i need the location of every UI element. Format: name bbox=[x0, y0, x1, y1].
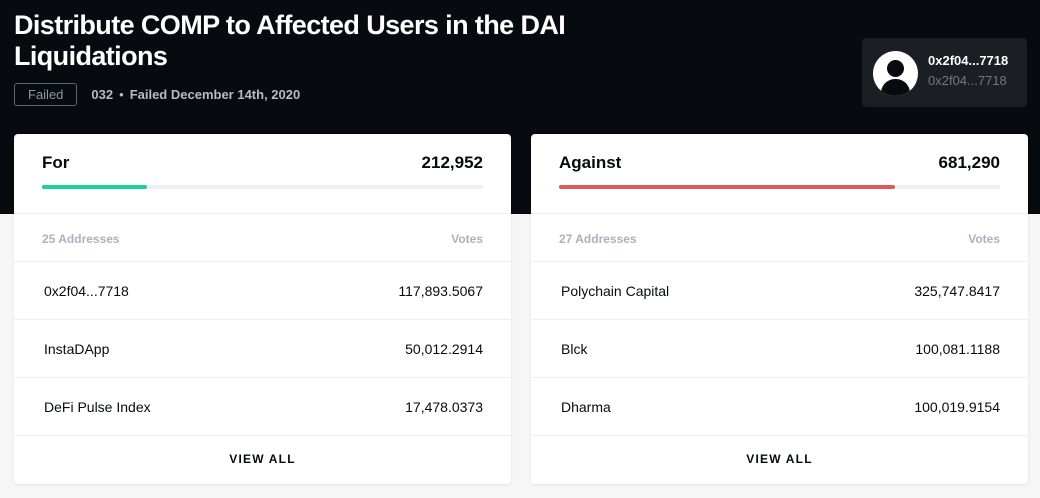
voter-votes: 100,019.9154 bbox=[914, 399, 1000, 415]
for-progress-fill bbox=[42, 185, 147, 189]
for-address-count: 25 Addresses bbox=[42, 232, 120, 246]
against-votes-header: Against 681,290 bbox=[531, 134, 1028, 213]
for-progress-track bbox=[42, 185, 483, 189]
voter-name: Dharma bbox=[561, 399, 611, 415]
voter-votes: 17,478.0373 bbox=[405, 399, 483, 415]
voter-votes: 50,012.2914 bbox=[405, 341, 483, 357]
user-avatar-icon bbox=[873, 51, 918, 96]
against-address-count: 27 Addresses bbox=[559, 232, 637, 246]
voter-name: Polychain Capital bbox=[561, 283, 670, 299]
proposer-address: 0x2f04...7718 bbox=[928, 73, 1007, 88]
against-total: 681,290 bbox=[938, 153, 1000, 172]
voter-name: 0x2f04...7718 bbox=[44, 283, 129, 299]
against-list-header: 27 Addresses Votes bbox=[531, 213, 1028, 262]
for-voter-row[interactable]: InstaDApp 50,012.2914 bbox=[14, 320, 511, 378]
against-progress-fill bbox=[559, 185, 896, 189]
status-badge: Failed bbox=[14, 83, 78, 106]
for-list-header: 25 Addresses Votes bbox=[14, 213, 511, 262]
against-progress-track bbox=[559, 185, 1000, 189]
proposer-card[interactable]: 0x2f04...7718 0x2f04...7718 bbox=[862, 38, 1027, 107]
against-voter-row[interactable]: Polychain Capital 325,747.8417 bbox=[531, 262, 1028, 320]
against-voter-row[interactable]: Dharma 100,019.9154 bbox=[531, 378, 1028, 436]
proposal-title: Distribute COMP to Affected Users in the… bbox=[14, 10, 566, 71]
against-votes-column-header: Votes bbox=[968, 232, 1000, 246]
voter-name: InstaDApp bbox=[44, 341, 110, 357]
against-label: Against bbox=[559, 153, 622, 172]
for-voter-row[interactable]: DeFi Pulse Index 17,478.0373 bbox=[14, 378, 511, 436]
for-voter-row[interactable]: 0x2f04...7718 117,893.5067 bbox=[14, 262, 511, 320]
against-votes-card: Against 681,290 27 Addresses Votes Polyc… bbox=[531, 134, 1028, 484]
against-view-all-button[interactable]: VIEW ALL bbox=[746, 452, 813, 466]
against-voter-row[interactable]: Blck 100,081.1188 bbox=[531, 320, 1028, 378]
meta-separator: • bbox=[119, 87, 124, 102]
proposal-meta: Failed 032 • Failed December 14th, 2020 bbox=[14, 83, 300, 106]
for-votes-column-header: Votes bbox=[451, 232, 483, 246]
for-total: 212,952 bbox=[421, 153, 483, 172]
voter-votes: 117,893.5067 bbox=[398, 283, 483, 299]
for-label: For bbox=[42, 153, 70, 172]
voter-name: DeFi Pulse Index bbox=[44, 399, 151, 415]
for-votes-header: For 212,952 bbox=[14, 134, 511, 213]
voter-votes: 325,747.8417 bbox=[914, 283, 1000, 299]
for-votes-card: For 212,952 25 Addresses Votes 0x2f04...… bbox=[14, 134, 511, 484]
voter-name: Blck bbox=[561, 341, 588, 357]
for-view-all-button[interactable]: VIEW ALL bbox=[229, 452, 296, 466]
voter-votes: 100,081.1188 bbox=[915, 341, 1000, 357]
proposer-name: 0x2f04...7718 bbox=[928, 53, 1009, 68]
status-date: Failed December 14th, 2020 bbox=[129, 87, 301, 102]
proposal-number: 032 bbox=[91, 87, 114, 102]
